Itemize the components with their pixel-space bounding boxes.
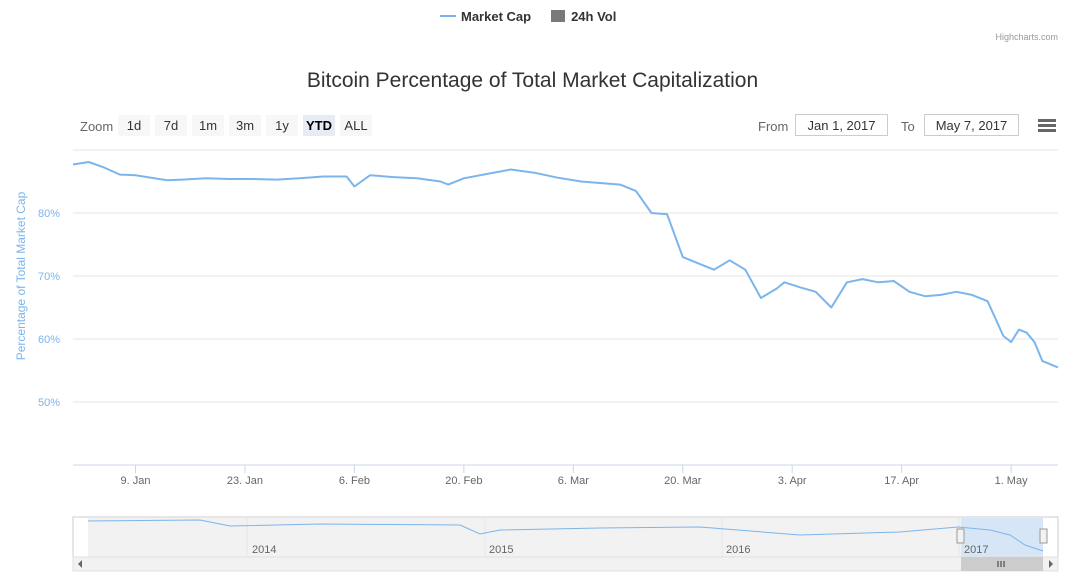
range-button-ytd[interactable]: YTD (303, 115, 335, 136)
x-tick-label: 20. Feb (445, 475, 482, 487)
y-tick-label: 60% (38, 334, 60, 346)
series-line-market-cap[interactable] (72, 161, 1059, 369)
scrollbar-track[interactable] (72, 556, 1059, 572)
navigator-year-label: 2017 (964, 544, 988, 556)
range-button-7d[interactable]: 7d (155, 115, 187, 136)
x-tick-label: 9. Jan (121, 475, 151, 487)
range-button-3m[interactable]: 3m (229, 115, 261, 136)
scrollbar-grip-icon (997, 561, 1005, 567)
x-tick-label: 3. Apr (778, 475, 807, 487)
legend-line-symbol (440, 15, 456, 17)
scroll-left-arrow-icon[interactable] (78, 560, 82, 568)
navigator-series (87, 519, 1044, 552)
scrollbar[interactable] (72, 556, 1059, 572)
y-tick-label: 80% (38, 208, 60, 220)
scroll-right-arrow-icon[interactable] (1049, 560, 1053, 568)
legend: Market Cap 24h Vol (440, 6, 636, 26)
to-date-input[interactable]: May 7, 2017 (924, 114, 1019, 136)
scrollbar-thumb[interactable] (961, 557, 1043, 571)
range-button-all[interactable]: ALL (340, 115, 372, 136)
from-label: From (758, 119, 789, 134)
zoom-label: Zoom (80, 119, 114, 134)
range-button-1d[interactable]: 1d (118, 115, 150, 136)
y-axis-title: Percentage of Total Market Cap (14, 191, 28, 360)
range-button-1m[interactable]: 1m (192, 115, 224, 136)
navigator[interactable]: 2014 2015 2016 2017 (72, 516, 1059, 558)
navigator-year-label: 2014 (252, 544, 276, 556)
chart-title: Bitcoin Percentage of Total Market Capit… (306, 69, 759, 92)
y-tick-label: 50% (38, 397, 60, 409)
credits-link[interactable]: Highcharts.com (995, 32, 1058, 42)
y-tick-label: 70% (38, 271, 60, 283)
from-date-input[interactable]: Jan 1, 2017 (795, 114, 888, 136)
x-tick-label: 23. Jan (227, 475, 263, 487)
hamburger-menu-icon[interactable] (1038, 119, 1056, 133)
legend-label-24h-vol: 24h Vol (571, 8, 617, 24)
x-tick-label: 6. Feb (339, 475, 370, 487)
range-button-1y[interactable]: 1y (266, 115, 298, 136)
navigator-year-label: 2016 (726, 544, 750, 556)
navigator-selected-range[interactable] (961, 518, 1043, 557)
x-tick-label: 1. May (995, 475, 1029, 487)
legend-item-24h-vol[interactable]: 24h Vol (551, 9, 616, 24)
navigator-outside-mask (88, 518, 961, 557)
x-tick-label: 6. Mar (558, 475, 590, 487)
navigator-handle-left[interactable] (956, 528, 965, 544)
to-label: To (901, 119, 915, 134)
x-tick-label: 20. Mar (664, 475, 702, 487)
legend-box-symbol (551, 10, 566, 22)
legend-item-market-cap[interactable]: Market Cap (440, 9, 531, 24)
x-tick-label: 17. Apr (884, 475, 919, 487)
navigator-year-label: 2015 (489, 544, 513, 556)
navigator-handle-right[interactable] (1039, 528, 1048, 544)
legend-label-market-cap: Market Cap (461, 8, 532, 24)
